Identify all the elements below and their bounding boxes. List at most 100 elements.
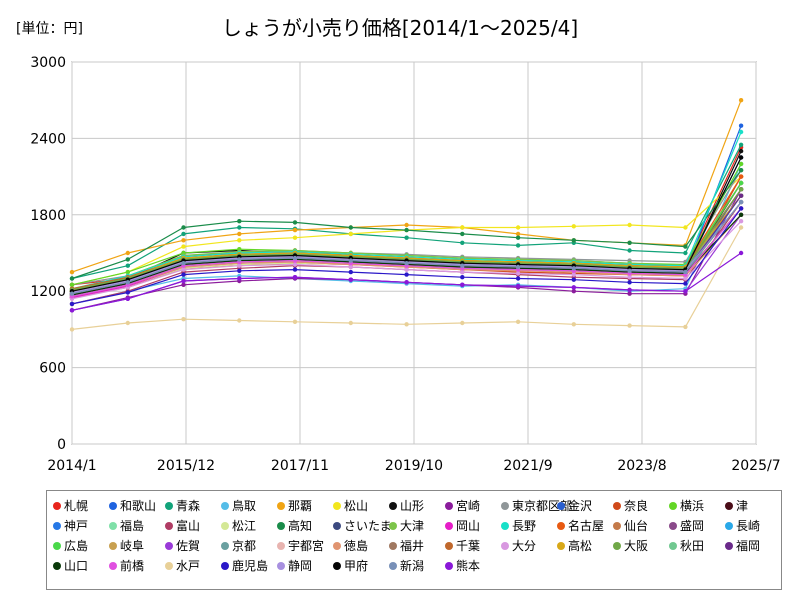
data-point (125, 263, 130, 268)
legend-marker (221, 501, 229, 510)
legend-label: 静岡 (288, 559, 313, 573)
legend-marker (109, 541, 117, 550)
legend-item: 長野 (501, 517, 536, 534)
legend-item: 宮崎 (445, 497, 480, 514)
data-point (69, 301, 75, 307)
data-point (683, 281, 688, 286)
data-point (515, 225, 521, 230)
legend-label: 高知 (288, 519, 313, 533)
legend-marker (501, 501, 509, 510)
data-point (348, 264, 353, 270)
series-水戸 (69, 225, 744, 332)
data-point (738, 199, 744, 205)
data-point (571, 266, 576, 271)
legend-label: 佐賀 (176, 539, 201, 553)
legend-label: 福井 (400, 539, 425, 553)
data-point (738, 148, 744, 154)
data-point (738, 161, 744, 167)
legend-label: 前橋 (120, 559, 145, 573)
data-point (571, 224, 576, 229)
legend-marker (445, 501, 453, 510)
data-point (515, 231, 521, 237)
data-point (237, 276, 242, 281)
legend-label: 名古屋 (568, 519, 605, 533)
legend-label: 松江 (232, 519, 257, 533)
data-point (348, 258, 353, 263)
data-point (69, 276, 75, 281)
data-point (738, 250, 744, 256)
legend-marker (333, 541, 341, 550)
x-tick-label: 2025/7 (731, 458, 780, 474)
legend-item: 鳥取 (221, 497, 256, 514)
legend-marker (109, 561, 117, 570)
data-point (181, 261, 186, 266)
data-point (515, 264, 521, 270)
data-point (460, 275, 465, 280)
data-point (292, 275, 298, 280)
legend-marker (165, 521, 173, 530)
legend-marker (445, 541, 453, 550)
legend-item: 熊本 (445, 557, 480, 574)
legend-marker (725, 541, 733, 550)
legend-item: 福井 (389, 537, 424, 554)
legend-marker (725, 501, 733, 510)
data-point (627, 275, 632, 280)
data-point (348, 277, 353, 282)
data-point (181, 282, 186, 287)
legend-marker (613, 521, 621, 530)
data-point (738, 225, 744, 230)
legend-marker (221, 521, 229, 530)
data-point (738, 129, 744, 135)
data-point (125, 280, 130, 285)
legend-marker (221, 541, 229, 550)
legend-label: 岐阜 (120, 539, 145, 553)
legend-label: 富山 (176, 519, 201, 533)
legend-item: 前橋 (109, 557, 144, 574)
legend-label: 大分 (512, 539, 537, 553)
legend-label: 山口 (64, 559, 89, 573)
legend-item: 長崎 (725, 517, 760, 534)
legend-item: 山形 (389, 497, 424, 514)
legend-label: 和歌山 (120, 499, 157, 513)
legend-item: 盛岡 (669, 517, 704, 534)
legend-item: 大阪 (613, 537, 648, 554)
data-point (181, 225, 186, 230)
legend-item: 岐阜 (109, 537, 144, 554)
legend-item: 佐賀 (165, 537, 200, 554)
legend-label: 福岡 (736, 539, 761, 553)
x-tick-label: 2023/8 (617, 458, 666, 474)
chart-title: しょうが小売り価格[2014/1～2025/4] (221, 16, 579, 40)
legend-item: 甲府 (333, 557, 368, 574)
data-point (515, 271, 521, 276)
x-tick-label: 2019/10 (385, 458, 443, 474)
data-point (237, 231, 242, 237)
legend-marker (725, 521, 733, 530)
legend-label: 金沢 (568, 499, 593, 513)
data-point (181, 244, 186, 249)
legend-label: 盛岡 (680, 519, 705, 533)
data-point (460, 225, 465, 230)
legend-label: 大阪 (624, 539, 649, 553)
data-point (571, 238, 576, 243)
legend-item: さいたま (333, 517, 392, 534)
legend-item: 金沢 (557, 497, 592, 514)
legend-label: 熊本 (456, 559, 481, 573)
legend-marker (277, 561, 285, 570)
data-point (237, 238, 242, 243)
legend-label: 津 (736, 499, 749, 513)
data-point (181, 272, 186, 277)
legend-marker (613, 541, 621, 550)
data-point (738, 193, 744, 198)
x-tick-label: 2015/12 (157, 458, 215, 474)
data-point (237, 263, 242, 268)
data-point (571, 322, 576, 327)
data-point (627, 268, 632, 273)
legend-item: 富山 (165, 517, 200, 534)
legend-label: 甲府 (344, 559, 369, 573)
data-point (683, 324, 688, 330)
data-point (348, 231, 353, 237)
legend-label: 福島 (120, 519, 145, 533)
data-point (460, 240, 465, 245)
legend-label: 鳥取 (232, 499, 257, 513)
y-tick-label: 0 (57, 437, 66, 453)
